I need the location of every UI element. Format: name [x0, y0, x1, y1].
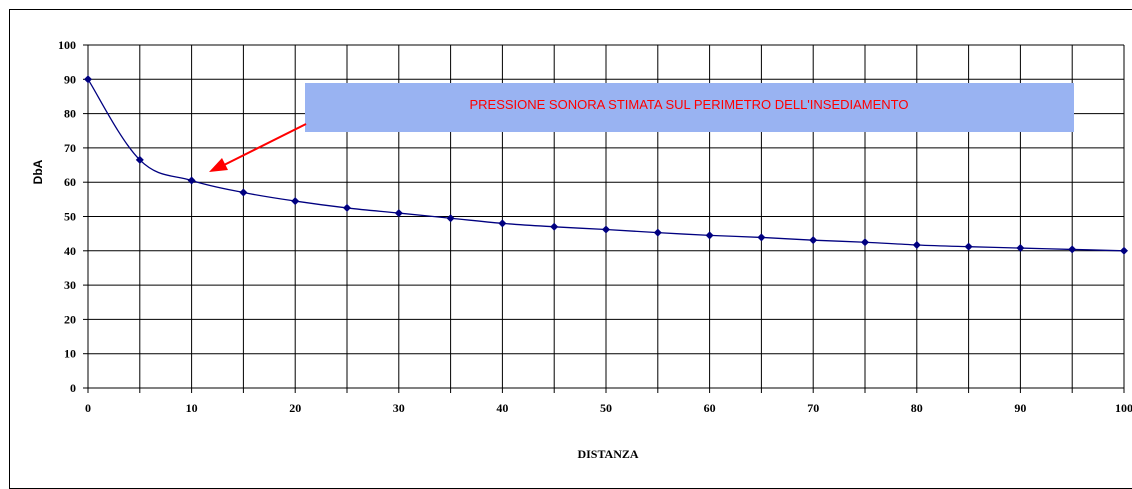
x-tick-label: 90	[1014, 401, 1026, 415]
data-point-marker	[602, 225, 610, 234]
annotation-arrow-line	[221, 123, 307, 167]
data-point-marker	[964, 242, 973, 251]
x-tick-label: 0	[85, 401, 91, 415]
y-tick-label: 0	[70, 381, 76, 395]
y-tick-label: 10	[64, 347, 76, 361]
x-tick-label: 50	[600, 401, 612, 415]
data-point-marker	[757, 233, 766, 242]
y-tick-label: 50	[64, 210, 76, 224]
annotation: PRESSIONE SONORA STIMATA SUL PERIMETRO D…	[209, 83, 1074, 172]
data-point-marker	[653, 228, 662, 237]
x-tick-label: 20	[289, 401, 301, 415]
data-point-marker	[343, 203, 351, 212]
y-tick-label: 100	[58, 38, 76, 52]
x-tick-label: 10	[186, 401, 198, 415]
x-tick-label: 30	[393, 401, 405, 415]
data-point-marker	[394, 209, 403, 218]
y-tick-label: 60	[64, 175, 76, 189]
annotation-arrow-head	[209, 158, 228, 172]
annotation-text: PRESSIONE SONORA STIMATA SUL PERIMETRO D…	[469, 97, 908, 112]
data-point-marker	[1068, 245, 1077, 254]
y-tick-label: 80	[64, 107, 76, 121]
y-tick-label: 40	[64, 244, 76, 258]
y-tick-label: 70	[64, 141, 76, 155]
x-axis-title: DISTANZA	[577, 447, 638, 461]
data-point-marker	[1120, 246, 1128, 255]
data-point-marker	[498, 219, 507, 228]
x-tick-label: 40	[496, 401, 508, 415]
data-point-marker	[291, 197, 300, 206]
data-point-marker	[239, 188, 248, 197]
data-point-marker	[912, 240, 921, 249]
data-point-marker	[135, 155, 144, 164]
chart-svg: 0 10 20 30 40 50 60 70 80 90 100 0 10 20 30 40 50 60 70 80 9…	[31, 38, 1132, 461]
data-point-marker	[861, 238, 869, 247]
data-point-marker	[1016, 244, 1025, 253]
y-tick-label: 20	[64, 312, 76, 326]
y-axis-title: DbA	[31, 159, 45, 184]
data-point-marker	[705, 231, 714, 240]
data-point-marker	[446, 214, 455, 223]
x-tick-label: 100	[1115, 401, 1132, 415]
data-point-marker	[550, 222, 559, 231]
y-tick-label: 30	[64, 278, 76, 292]
data-point-marker	[809, 236, 818, 245]
series-layer	[84, 75, 1128, 255]
annotation-box	[305, 83, 1074, 132]
data-point-marker	[84, 75, 92, 84]
y-tick-label: 90	[64, 72, 76, 86]
x-tick-label: 60	[704, 401, 716, 415]
x-tick-label: 70	[807, 401, 819, 415]
tick-labels: 0 10 20 30 40 50 60 70 80 90 100 0 10 20 30 40 50 60 70 80 9…	[58, 38, 1132, 415]
x-tick-label: 80	[911, 401, 923, 415]
data-point-marker	[187, 176, 196, 185]
